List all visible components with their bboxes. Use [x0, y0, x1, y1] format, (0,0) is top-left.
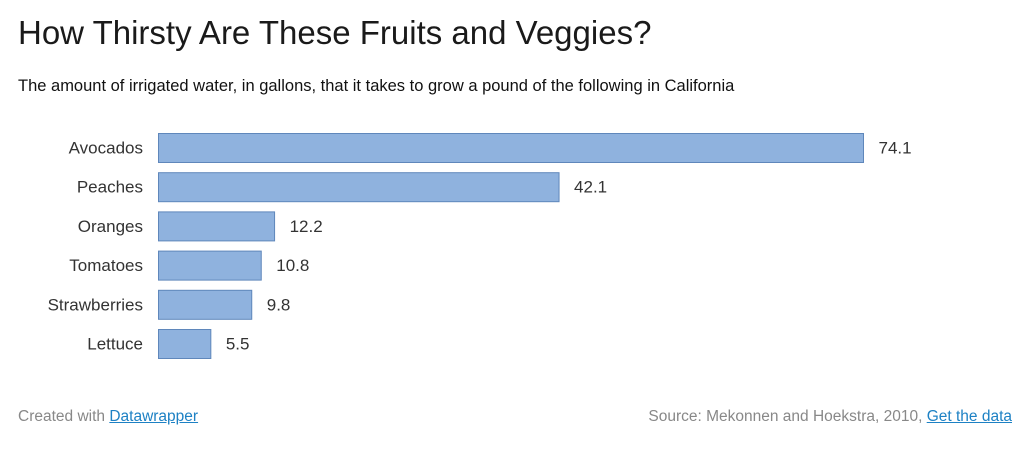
category-label: Oranges: [78, 217, 143, 236]
bar-peaches: [158, 172, 560, 203]
chart-subtitle: The amount of irrigated water, in gallon…: [18, 77, 735, 95]
get-the-data-link[interactable]: Get the data: [926, 408, 1012, 425]
value-label: 74.1: [879, 139, 912, 158]
datawrapper-link[interactable]: Datawrapper: [109, 408, 199, 425]
bar-strawberries: [158, 289, 253, 320]
category-label: Avocados: [69, 139, 143, 158]
bar-avocados: [158, 133, 864, 163]
value-label: 42.1: [574, 178, 607, 197]
category-label: Strawberries: [48, 295, 143, 314]
footer-source: Source: Mekonnen and Hoekstra, 2010, Get…: [648, 408, 1012, 426]
category-label: Lettuce: [87, 335, 143, 354]
value-label: 12.2: [290, 217, 323, 236]
chart-title: How Thirsty Are These Fruits and Veggies…: [18, 14, 652, 51]
value-label: 10.8: [276, 256, 309, 275]
bar-oranges: [158, 211, 276, 242]
value-label: 9.8: [267, 295, 291, 314]
bar-tomatoes: [158, 250, 262, 281]
category-label: Tomatoes: [69, 256, 143, 275]
footer-credit: Created with Datawrapper: [18, 408, 198, 426]
value-label: 5.5: [226, 335, 250, 354]
source-text: Source: Mekonnen and Hoekstra, 2010,: [648, 408, 927, 425]
category-label: Peaches: [77, 178, 143, 197]
created-with-text: Created with: [18, 408, 110, 425]
bar-lettuce: [158, 329, 212, 359]
bar-chart: Avocados 74.1 Peaches 42.1 Oranges 12.2 Tomato…: [48, 133, 912, 359]
